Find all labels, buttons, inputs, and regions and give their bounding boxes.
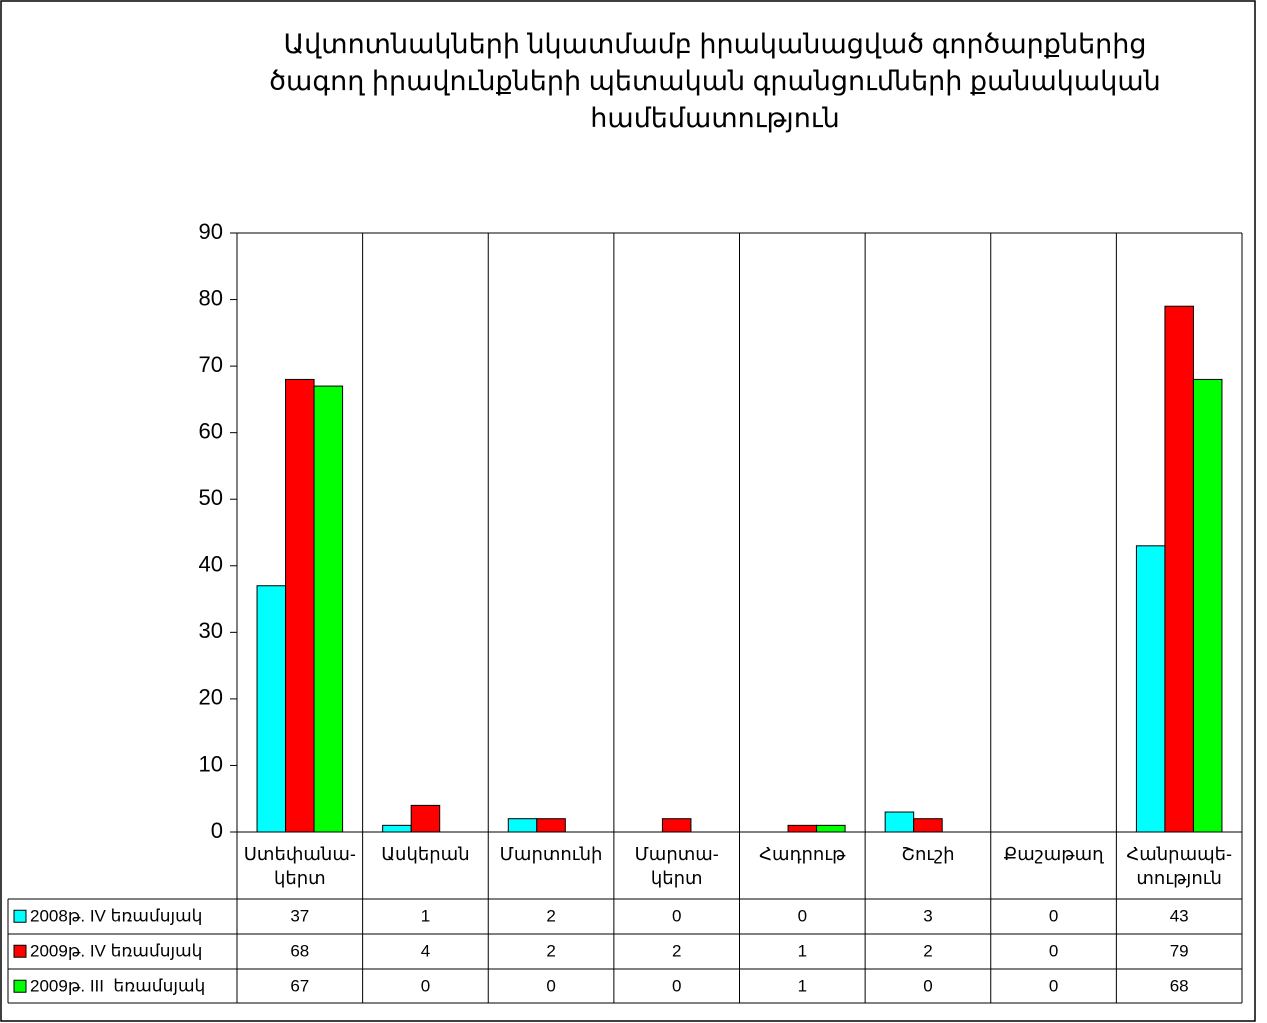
table-value: 1 <box>798 942 807 961</box>
x-tick-label: Շուշի <box>901 844 955 864</box>
y-tick-label: 60 <box>199 418 223 443</box>
y-tick-label: 90 <box>199 219 223 244</box>
table-value: 67 <box>290 977 309 996</box>
table-value: 2 <box>672 942 681 961</box>
legend-swatch <box>13 979 27 993</box>
table-value: 79 <box>1170 942 1189 961</box>
legend-label: 2008թ. IV եռամսյակ <box>30 907 202 926</box>
table-value: 0 <box>923 977 932 996</box>
y-tick-label: 30 <box>199 618 223 643</box>
bar <box>256 585 287 833</box>
legend-swatch <box>13 944 27 958</box>
table-value: 43 <box>1170 907 1189 926</box>
y-tick-label: 70 <box>199 352 223 377</box>
y-tick-label: 0 <box>211 818 223 843</box>
bar <box>884 811 915 833</box>
bar <box>536 818 566 833</box>
bar <box>913 818 943 833</box>
bar <box>382 824 412 833</box>
table-value: 0 <box>672 977 681 996</box>
bar <box>507 818 538 833</box>
bar <box>1164 305 1194 833</box>
table-value: 68 <box>1170 977 1189 996</box>
bar <box>285 378 315 833</box>
x-tick-label: Հանրապե- տություն <box>1126 844 1233 888</box>
table-value: 0 <box>1049 942 1058 961</box>
x-tick-label: Մարտունի <box>499 844 603 864</box>
table-value: 4 <box>421 942 430 961</box>
legend-label: 2009թ. III եռամսյակ <box>30 977 205 996</box>
x-tick-label: Ստեփանա- կերտ <box>243 844 356 888</box>
bar <box>313 385 344 833</box>
chart-title: Ավտոտնակների նկատմամբ իրականացված գործար… <box>269 29 1161 133</box>
y-tick-label: 20 <box>199 685 223 710</box>
bar <box>1192 378 1223 833</box>
legend-swatch <box>13 909 27 923</box>
table-value: 1 <box>421 907 430 926</box>
table-value: 0 <box>1049 907 1058 926</box>
table-value: 0 <box>798 907 807 926</box>
y-tick-label: 10 <box>199 751 223 776</box>
y-tick-label: 80 <box>199 285 223 310</box>
x-tick-label: Հադրութ <box>759 844 846 864</box>
table-value: 0 <box>1049 977 1058 996</box>
table-value: 0 <box>421 977 430 996</box>
y-tick-label: 50 <box>199 485 223 510</box>
table-value: 0 <box>546 977 555 996</box>
table-value: 37 <box>290 907 309 926</box>
table-value: 2 <box>546 942 555 961</box>
table-value: 1 <box>798 977 807 996</box>
x-tick-label: Ասկերան <box>381 844 470 864</box>
bar <box>787 824 818 833</box>
bar <box>816 824 846 833</box>
table-value: 0 <box>672 907 681 926</box>
bar <box>410 804 441 833</box>
table-value: 2 <box>923 942 932 961</box>
x-tick-label: Մարտա- կերտ <box>634 844 719 888</box>
x-tick-label: Քաշաթաղ <box>1003 844 1104 864</box>
table-value: 68 <box>290 942 309 961</box>
table-value: 2 <box>546 907 555 926</box>
legend-label: 2009թ. IV եռամսյակ <box>30 942 202 961</box>
y-tick-label: 40 <box>199 552 223 577</box>
bar <box>661 818 692 833</box>
table-value: 3 <box>923 907 932 926</box>
bar <box>1135 545 1166 833</box>
